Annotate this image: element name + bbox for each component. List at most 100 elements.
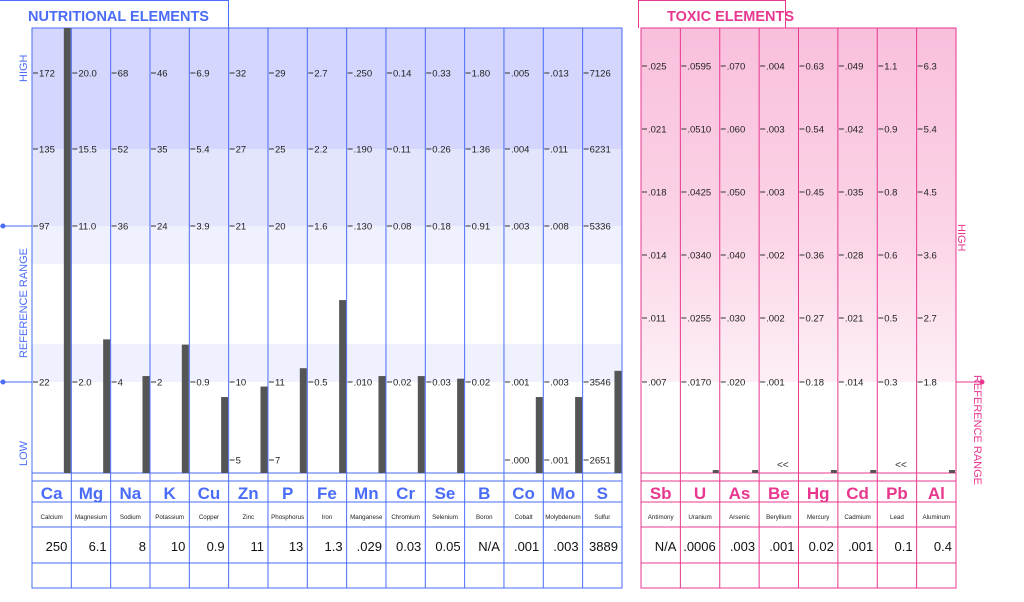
toxic-tick-label: .002 (766, 314, 785, 325)
toxic-name-al: Aluminum (923, 514, 951, 521)
toxic-result-u: .0006 (683, 539, 716, 554)
result-mo: .003 (553, 539, 578, 554)
toxic-tick-label: 1.8 (924, 378, 937, 389)
tick-label: .005 (511, 69, 529, 80)
toxic-tick-label: .035 (845, 188, 864, 199)
tick-label: 36 (118, 222, 129, 233)
ref-low-dot (0, 379, 6, 385)
result-p: 13 (289, 539, 303, 554)
result-mn: .029 (357, 539, 382, 554)
tick-label: .011 (550, 145, 568, 156)
name-mn: Manganese (350, 514, 383, 521)
tick-label: 2 (157, 378, 162, 389)
tick-label: 0.26 (432, 145, 451, 156)
name-cr: Chromium (391, 514, 420, 521)
tick-label: 0.11 (393, 145, 411, 156)
toxic-symbol-be: Be (768, 484, 790, 503)
result-b: N/A (478, 539, 500, 554)
tick-label: 5.4 (196, 145, 209, 156)
tick-label: .250 (354, 69, 373, 80)
toxic-symbol-cd: Cd (846, 484, 869, 503)
toxic-tick-label: 0.45 (806, 188, 825, 199)
toxic-name-as: Arsenic (729, 514, 750, 521)
toxic-tick-label: 0.27 (806, 314, 825, 325)
tick-label: .003 (550, 378, 569, 389)
toxic-tick-label: 0.36 (806, 251, 825, 262)
tick-label: 0.9 (196, 378, 209, 389)
toxic-result-pb: 0.1 (895, 539, 913, 554)
tick-label: 27 (236, 145, 247, 156)
toxic-tick-label: .003 (766, 188, 785, 199)
name-na: Sodium (120, 514, 141, 521)
tick-label: 2.2 (314, 145, 327, 156)
tick-label: .001 (550, 456, 569, 467)
tick-label: 3546 (590, 378, 611, 389)
tick-label: .190 (354, 145, 373, 156)
tick-label: 15.5 (78, 145, 97, 156)
toxic-tick-label: .002 (766, 251, 785, 262)
tick-label: 0.02 (393, 378, 412, 389)
toxic-tick-label: .0170 (687, 378, 711, 389)
tick-label: 46 (157, 69, 168, 80)
name-mo: Molybdenum (545, 514, 580, 521)
tick-label: .003 (511, 222, 529, 233)
bar-p (299, 368, 307, 473)
toxic-tick-label: .025 (648, 62, 667, 73)
toxic-tick-label: .021 (648, 125, 667, 136)
toxic-tick-label: .004 (766, 62, 785, 73)
tick-label: 21 (236, 222, 247, 233)
tick-label: .130 (354, 222, 373, 233)
tick-label: 5 (236, 456, 241, 467)
bar-cr (417, 376, 425, 473)
symbol-co: Co (512, 484, 535, 503)
toxic-tick-label: .021 (845, 314, 864, 325)
toxic-tick-label: 6.3 (924, 62, 937, 73)
nutritional-low-label: LOW (18, 440, 30, 466)
toxic-tick-label: .0255 (687, 314, 711, 325)
band-upper (32, 149, 622, 226)
result-na: 8 (139, 539, 146, 554)
tick-label: 0.91 (472, 222, 491, 233)
symbol-k: K (164, 484, 177, 503)
bar-mn (378, 376, 386, 473)
tick-label: 6.9 (196, 69, 209, 80)
bar-cu (221, 397, 229, 473)
band-high (32, 28, 622, 149)
symbol-ca: Ca (41, 484, 63, 503)
tick-label: 35 (157, 145, 168, 156)
tick-label: 20 (275, 222, 286, 233)
toxic-tick-label: 0.54 (806, 125, 825, 136)
bar-as (752, 470, 759, 473)
ref-high-dot (0, 223, 6, 229)
nutritional-title-tab (0, 0, 229, 28)
tick-label: 68 (118, 69, 129, 80)
tick-label: .010 (354, 378, 373, 389)
band-mid-lower (32, 344, 622, 382)
nutritional-reference-range-label: REFERENCE RANGE (18, 248, 30, 358)
toxic-name-cd: Cadmium (844, 514, 870, 521)
toxic-tick-label: .0340 (687, 251, 711, 262)
toxic-tick-label: .030 (727, 314, 746, 325)
symbol-cu: Cu (198, 484, 221, 503)
symbol-fe: Fe (317, 484, 337, 503)
toxic-tick-label: 0.8 (884, 188, 897, 199)
symbol-s: S (597, 484, 608, 503)
nutritional-range-bands (32, 28, 622, 382)
toxic-tick-label: .042 (845, 125, 864, 136)
name-co: Cobalt (515, 514, 533, 521)
toxic-title-tab (638, 0, 786, 28)
bar-na (142, 376, 150, 473)
result-cr: 0.03 (396, 539, 421, 554)
tick-label: 22 (39, 378, 50, 389)
result-zn: 11 (250, 539, 264, 554)
tick-label: 0.33 (432, 69, 451, 80)
toxic-tick-label: .028 (845, 251, 864, 262)
tick-label: 3.9 (196, 222, 209, 233)
tick-label: 0.02 (472, 378, 491, 389)
tick-label: 0.18 (432, 222, 451, 233)
below-range-marker: << (895, 460, 907, 471)
toxic-symbol-pb: Pb (886, 484, 908, 503)
toxic-tick-label: .0595 (687, 62, 711, 73)
toxic-name-sb: Antimony (648, 514, 675, 521)
